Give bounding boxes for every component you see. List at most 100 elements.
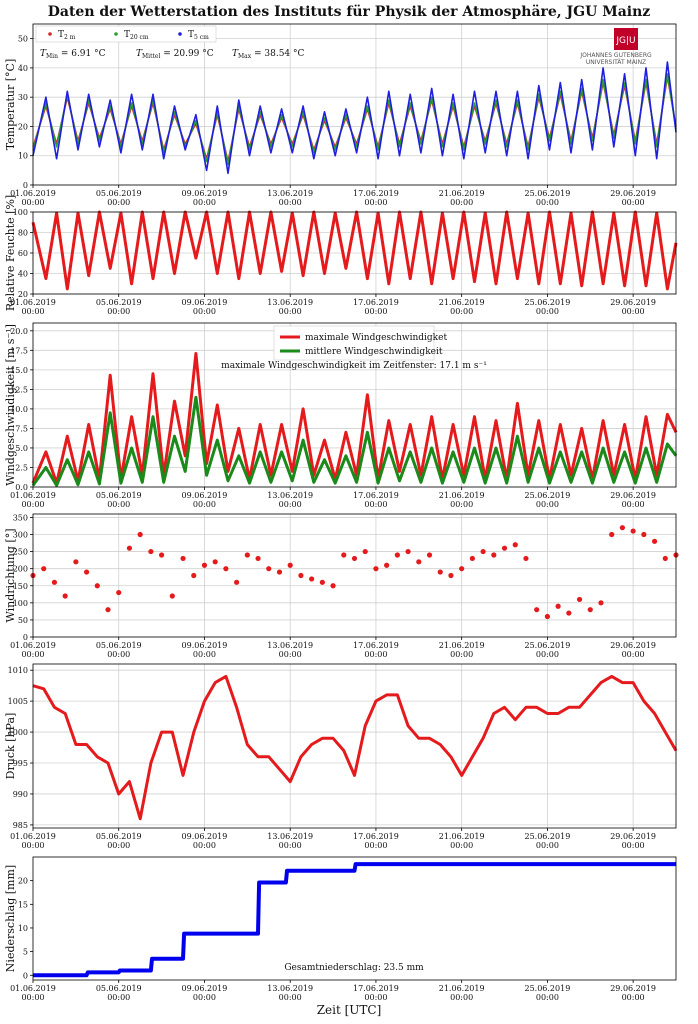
- series-line-1: [31, 395, 678, 487]
- data-point: [73, 559, 79, 565]
- x-axis-label: Zeit [UTC]: [316, 1003, 382, 1017]
- x-tick-label-time: 00:00: [193, 500, 216, 509]
- data-point: [351, 555, 358, 562]
- data-point: [437, 569, 443, 575]
- x-tick-label-time: 00:00: [107, 993, 130, 1002]
- y-axis-label: Windgeschwindigkeit [m s⁻¹]: [4, 324, 17, 486]
- y-tick-label: 985: [13, 821, 28, 830]
- x-tick-label-time: 00:00: [536, 198, 559, 207]
- x-tick-label-time: 00:00: [193, 307, 216, 316]
- x-tick-label: 09.06.2019: [182, 298, 228, 307]
- y-tick-label: 40: [18, 270, 28, 279]
- x-tick-label: 29.06.2019: [610, 189, 656, 198]
- data-point: [180, 555, 186, 562]
- data-point: [137, 531, 143, 538]
- legend-wind: maximale Windgeschwindigket mittlere Wind…: [273, 325, 447, 361]
- x-tick-label-time: 00:00: [536, 650, 559, 659]
- y-axis-label: Relative Feuchte [%]: [4, 195, 17, 311]
- data-point: [212, 559, 218, 565]
- data-point: [159, 552, 165, 558]
- jgu-logo-line1: JOHANNES GUTENBERG: [579, 52, 652, 59]
- x-tick-label: 21.06.2019: [439, 298, 485, 307]
- data-point: [116, 589, 122, 596]
- data-point: [512, 542, 518, 548]
- data-point: [651, 538, 658, 544]
- y-tick-label: 10: [18, 924, 28, 933]
- x-tick-label-time: 00:00: [622, 993, 645, 1002]
- y-tick-label: 1005: [8, 697, 28, 706]
- data-point: [566, 610, 572, 616]
- plot-frame: [32, 663, 677, 829]
- x-tick-label-time: 00:00: [107, 841, 130, 850]
- data-point: [641, 531, 647, 538]
- x-tick-label: 21.06.2019: [439, 491, 485, 500]
- x-tick-label-time: 00:00: [279, 198, 302, 207]
- legend-box: [35, 25, 217, 43]
- x-tick-label: 13.06.2019: [267, 298, 313, 307]
- x-tick-label-time: 00:00: [21, 198, 44, 207]
- x-tick-label-time: 00:00: [622, 307, 645, 316]
- x-tick-label: 01.06.2019: [10, 298, 56, 307]
- x-tick-label-time: 00:00: [536, 993, 559, 1002]
- jgu-logo-line2: UNIVERSITÄT MAINZ: [586, 59, 646, 66]
- data-point: [491, 552, 497, 558]
- x-tick-label-time: 00:00: [450, 841, 473, 850]
- x-tick-label: 21.06.2019: [439, 189, 485, 198]
- y-tick-label: 10.0: [10, 405, 28, 414]
- data-point: [105, 607, 111, 613]
- data-point: [169, 593, 175, 599]
- x-tick-label: 25.06.2019: [524, 832, 570, 841]
- x-tick-label-time: 00:00: [450, 198, 473, 207]
- x-tick-label: 25.06.2019: [524, 298, 570, 307]
- x-tick-label: 09.06.2019: [182, 491, 228, 500]
- data-point: [83, 569, 90, 575]
- data-point: [469, 555, 475, 562]
- y-tick-label: 995: [13, 759, 28, 768]
- y-tick-label: 2.5: [15, 463, 28, 472]
- x-tick-label-time: 00:00: [450, 993, 473, 1002]
- legend-entry: maximale Windgeschwindigket: [305, 333, 447, 343]
- x-tick-label: 05.06.2019: [96, 189, 142, 198]
- x-tick-label: 29.06.2019: [610, 832, 656, 841]
- y-tick-label: 20: [18, 290, 28, 299]
- y-tick-label: 7.5: [15, 424, 28, 433]
- x-tick-label: 13.06.2019: [267, 832, 313, 841]
- x-tick-label: 09.06.2019: [182, 832, 228, 841]
- data-point: [609, 531, 615, 538]
- x-tick-label-time: 00:00: [364, 198, 387, 207]
- x-tick-label-time: 00:00: [107, 198, 130, 207]
- y-tick-label: 0: [23, 181, 28, 190]
- x-tick-label-time: 00:00: [622, 650, 645, 659]
- data-point: [148, 548, 154, 555]
- panel-4: 98599099510001005101001.06.201900:0005.0…: [4, 663, 678, 850]
- data-point: [244, 552, 250, 558]
- x-tick-label-time: 00:00: [279, 500, 302, 509]
- y-axis-label: Niederschlag [mm]: [4, 865, 17, 972]
- jgu-logo-letters: JG|U: [615, 36, 635, 46]
- y-tick-label: 30: [18, 93, 28, 102]
- x-tick-label: 29.06.2019: [610, 984, 656, 993]
- legend-marker: [48, 32, 52, 36]
- legend-temperature: T2 m T20 cm T5 cm: [35, 25, 217, 43]
- plot-frame: [32, 23, 677, 186]
- y-tick-label: 150: [13, 582, 28, 591]
- data-point: [126, 545, 133, 551]
- x-tick-label: 25.06.2019: [524, 984, 570, 993]
- x-tick-label: 29.06.2019: [610, 641, 656, 650]
- data-point: [309, 576, 315, 582]
- series-line-1: [32, 73, 677, 166]
- x-tick-label-time: 00:00: [279, 650, 302, 659]
- plot-frame: [32, 513, 677, 638]
- y-tick-label: 100: [13, 208, 28, 217]
- x-tick-label: 01.06.2019: [10, 832, 56, 841]
- y-tick-label: 80: [18, 229, 28, 238]
- y-axis-label: Temperatur [°C]: [4, 59, 17, 151]
- x-tick-label: 05.06.2019: [96, 641, 142, 650]
- page-title: Daten der Wetterstation des Instituts fü…: [47, 4, 651, 20]
- temperature-stat: TMittel = 20.99 °C: [136, 49, 214, 60]
- x-tick-label-time: 00:00: [21, 841, 44, 850]
- legend-entry: T5 cm: [188, 30, 209, 41]
- x-tick-label-time: 00:00: [107, 500, 130, 509]
